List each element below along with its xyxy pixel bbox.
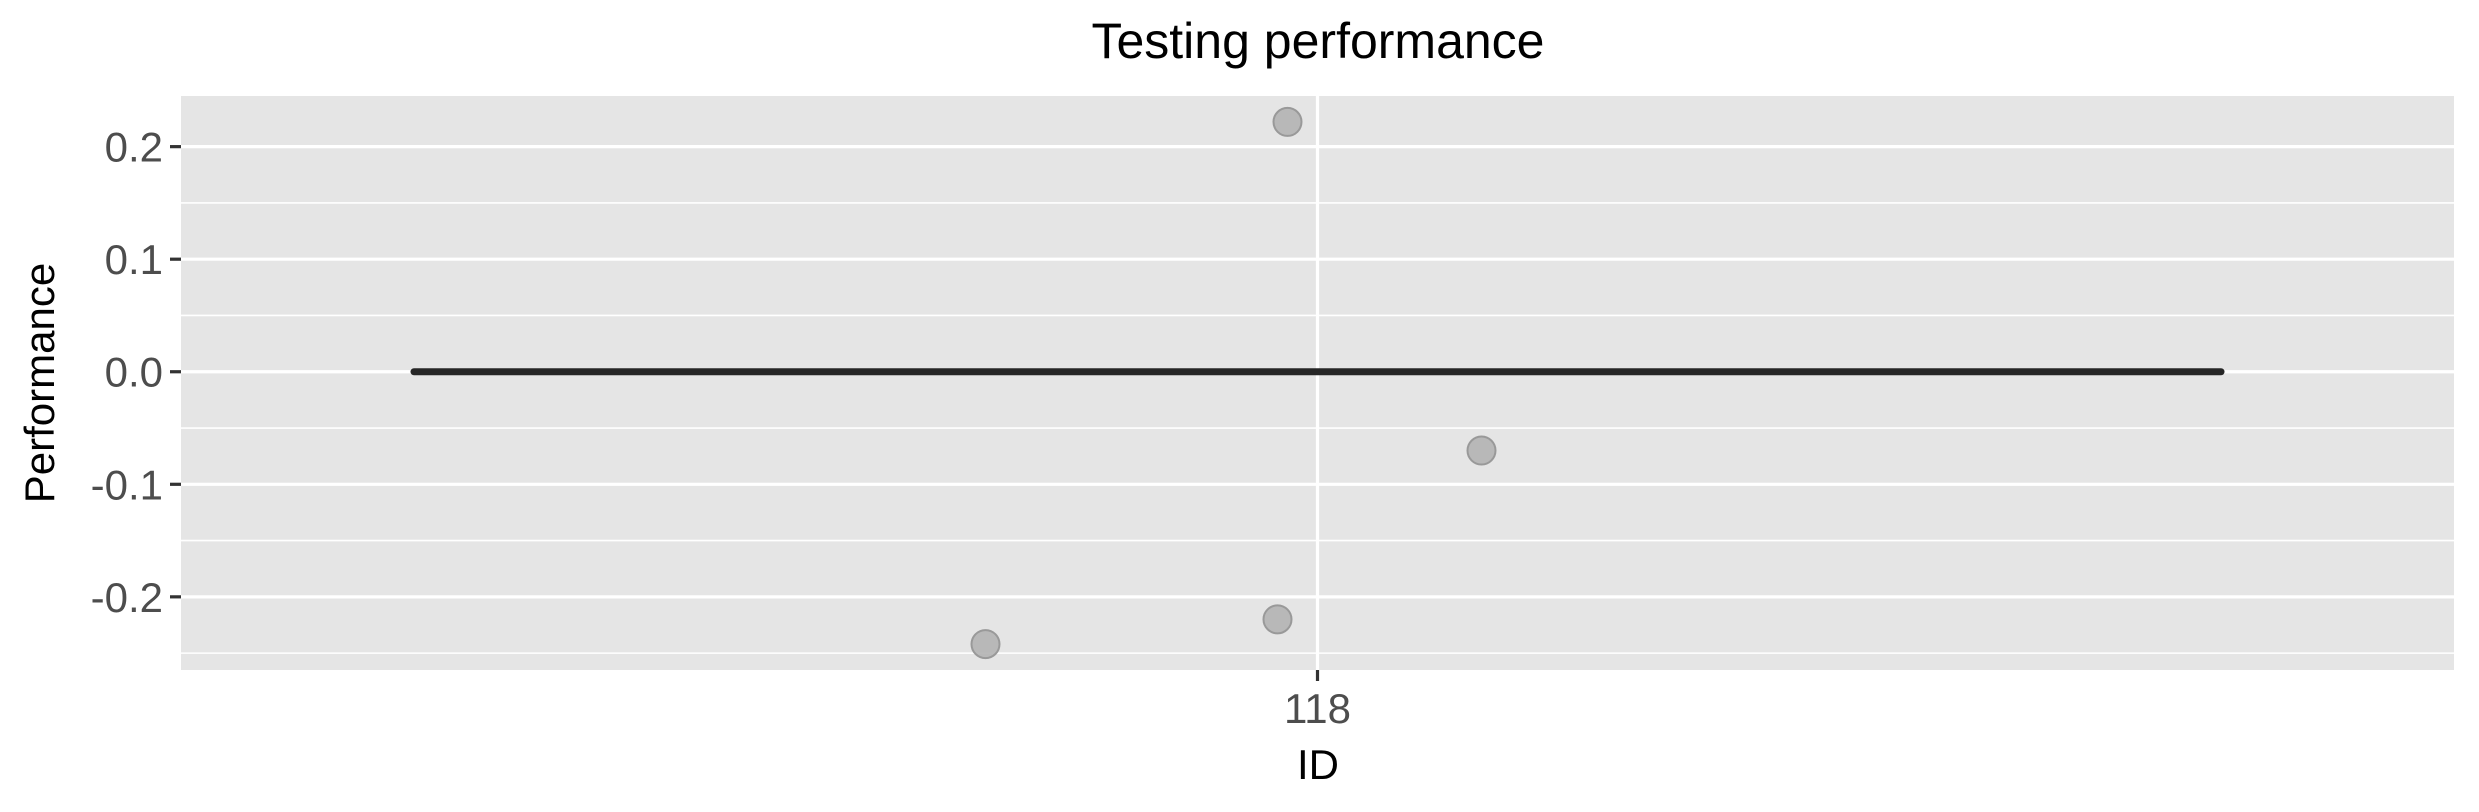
y-tick-label: 0.2: [105, 124, 163, 171]
data-point: [1466, 435, 1497, 466]
data-point: [1262, 604, 1293, 635]
y-axis: -0.2 -0.1 0.0 0.1 0.2: [91, 124, 181, 621]
y-tick-label: -0.2: [91, 574, 163, 621]
x-axis: 118: [1284, 670, 1351, 732]
y-axis-title: Performance: [16, 263, 63, 503]
chart-title: Testing performance: [1091, 13, 1544, 69]
x-axis-title: ID: [1297, 741, 1339, 788]
y-tick-label: 0.0: [105, 349, 163, 396]
x-tick-label: 118: [1284, 685, 1351, 732]
y-tick-label: -0.1: [91, 461, 163, 508]
data-points: [970, 106, 1497, 660]
data-point: [970, 629, 1001, 660]
y-tick-label: 0.1: [105, 236, 163, 283]
data-point: [1272, 106, 1303, 137]
